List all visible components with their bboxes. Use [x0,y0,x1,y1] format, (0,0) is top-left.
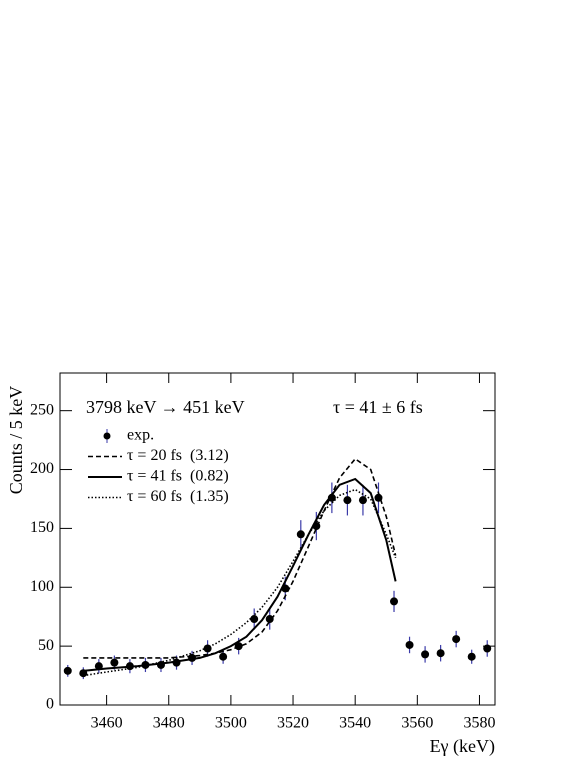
x-tick-label: 3560 [401,715,433,732]
legend-label: τ = 20 fs (3.12) [127,447,229,464]
legend-label: exp. [127,427,154,444]
fit-curve [83,488,397,677]
data-point [265,615,274,624]
annotation: 3798 keV → 451 keV [86,397,245,417]
data-point [203,644,212,653]
y-tick-label: 0 [46,696,54,713]
data-point [110,658,119,667]
data-point [219,652,228,661]
data-point [358,496,367,505]
x-tick-label: 3480 [153,715,185,732]
x-axis-label: Eγ (keV) [430,736,495,757]
y-tick-label: 250 [30,401,54,418]
y-tick-label: 200 [30,460,54,477]
y-axis-label: Counts / 5 keV [6,386,26,495]
x-tick-label: 3580 [463,715,495,732]
x-tick-label: 3460 [91,715,123,732]
data-point [436,649,445,658]
fit-curve [83,457,397,659]
data-point [250,615,259,624]
plot-frame [59,372,496,706]
x-tick-label: 3520 [277,715,309,732]
data-point [296,530,305,539]
data-point [452,635,461,644]
legend-label: τ = 60 fs (1.35) [127,488,229,505]
x-tick-label: 3540 [339,715,371,732]
y-tick-label: 150 [30,519,54,536]
data-point [63,666,72,675]
data-point [343,496,352,505]
data-point [405,640,414,649]
fit-curve [83,477,397,672]
y-tick-label: 100 [30,578,54,595]
legend-marker [103,432,111,440]
data-point [421,650,430,659]
data-point [483,644,492,653]
legend-label: τ = 41 fs (0.82) [127,468,229,485]
annotation: τ = 41 ± 6 fs [333,397,423,417]
y-tick-label: 50 [38,637,54,654]
x-tick-label: 3500 [215,715,247,732]
data-point [467,652,476,661]
data-point [390,597,399,606]
